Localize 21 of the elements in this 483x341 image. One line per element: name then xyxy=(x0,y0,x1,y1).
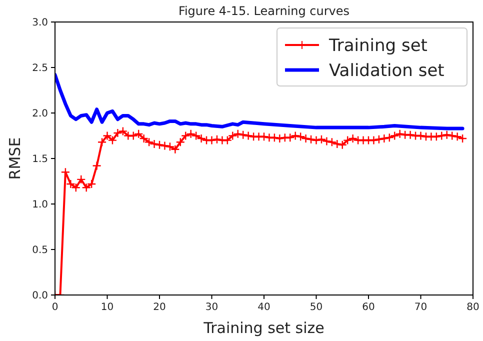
y-tick-label: 1.0 xyxy=(32,200,48,210)
y-tick-label: 0.5 xyxy=(32,245,48,256)
x-tick-label: 40 xyxy=(258,302,270,313)
y-tick-label: 2.5 xyxy=(32,63,48,74)
legend-label: Validation set xyxy=(329,61,445,81)
y-tick-label: 0.0 xyxy=(32,290,48,302)
x-tick-label: 0 xyxy=(52,302,58,313)
x-tick-label: 50 xyxy=(310,302,323,313)
x-tick-label: 10 xyxy=(100,302,114,313)
x-tick-label: 60 xyxy=(362,302,375,313)
y-axis-title: RMSE xyxy=(6,137,24,180)
legend-label: Training set xyxy=(328,36,428,56)
chart-title: Figure 4-15. Learning curves xyxy=(178,4,350,18)
x-tick-label: 20 xyxy=(153,302,166,313)
y-tick-label: 2.0 xyxy=(32,108,48,120)
x-tick-label: 30 xyxy=(205,302,218,313)
y-tick-label: 1.5 xyxy=(32,154,48,165)
y-tick-label: 3.0 xyxy=(32,18,48,28)
x-tick-label: 80 xyxy=(466,302,480,313)
x-axis-title: Training set size xyxy=(202,319,324,337)
x-tick-label: 70 xyxy=(414,302,428,313)
